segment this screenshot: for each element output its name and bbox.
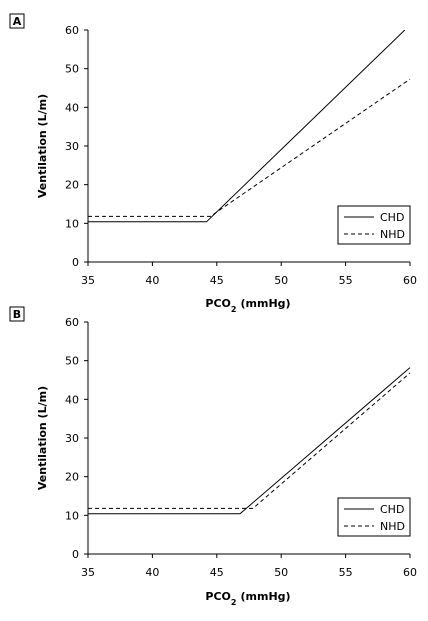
- x-tick-label: 55: [339, 566, 353, 579]
- x-axis-label: PCO2 (mmHg): [205, 297, 290, 314]
- x-tick-label: 45: [210, 274, 224, 287]
- series-line-chd: [88, 29, 406, 223]
- y-tick-label: 30: [65, 140, 79, 153]
- series-line-nhd: [88, 372, 411, 509]
- legend-box: [337, 497, 411, 537]
- x-tick-label: 50: [274, 274, 288, 287]
- y-tick-label: 50: [65, 355, 79, 368]
- x-tick-label: 60: [403, 274, 417, 287]
- x-tick-label: 50: [274, 566, 288, 579]
- y-tick-label: 0: [72, 256, 79, 269]
- y-tick-label: 50: [65, 63, 79, 76]
- y-tick-label: 60: [65, 316, 79, 329]
- legend-label-nhd: NHD: [380, 520, 405, 533]
- series-line-nhd: [88, 78, 411, 217]
- y-tick-label: 60: [65, 24, 79, 37]
- y-tick-label: 40: [65, 101, 79, 114]
- y-axis-label: Ventilation (L/m): [36, 94, 49, 198]
- panel-label-box: [9, 306, 25, 322]
- x-tick-label: 40: [145, 274, 159, 287]
- y-tick-label: 20: [65, 179, 79, 192]
- x-tick-label: 45: [210, 566, 224, 579]
- y-tick-label: 0: [72, 548, 79, 561]
- x-tick-label: 60: [403, 566, 417, 579]
- x-tick-label: 55: [339, 274, 353, 287]
- panel-label: B: [13, 308, 21, 321]
- x-axis-label: PCO2 (mmHg): [205, 590, 290, 607]
- panel-label-box: [9, 13, 25, 29]
- y-tick-label: 10: [65, 217, 79, 230]
- legend-label-nhd: NHD: [380, 228, 405, 241]
- y-tick-label: 10: [65, 509, 79, 522]
- chart-panel-b: B Ventilation (L/m) PCO2 (mmHg) 0 10 20 30 40…: [9, 306, 417, 607]
- x-tick-label: 35: [81, 566, 95, 579]
- y-tick-label: 20: [65, 471, 79, 484]
- x-tick-label: 35: [81, 274, 95, 287]
- y-tick-label: 30: [65, 432, 79, 445]
- y-axis-label: Ventilation (L/m): [36, 386, 49, 490]
- legend-label-chd: CHD: [380, 503, 404, 516]
- panel-label: A: [13, 15, 22, 28]
- series-line-chd: [88, 367, 411, 515]
- legend-label-chd: CHD: [380, 211, 404, 224]
- y-tick-label: 40: [65, 393, 79, 406]
- legend-box: [337, 205, 411, 245]
- chart-panel-a: A Ventilation (L/m) PCO2 (mmHg) 0 10 20 30 40…: [9, 13, 417, 314]
- x-tick-label: 40: [145, 566, 159, 579]
